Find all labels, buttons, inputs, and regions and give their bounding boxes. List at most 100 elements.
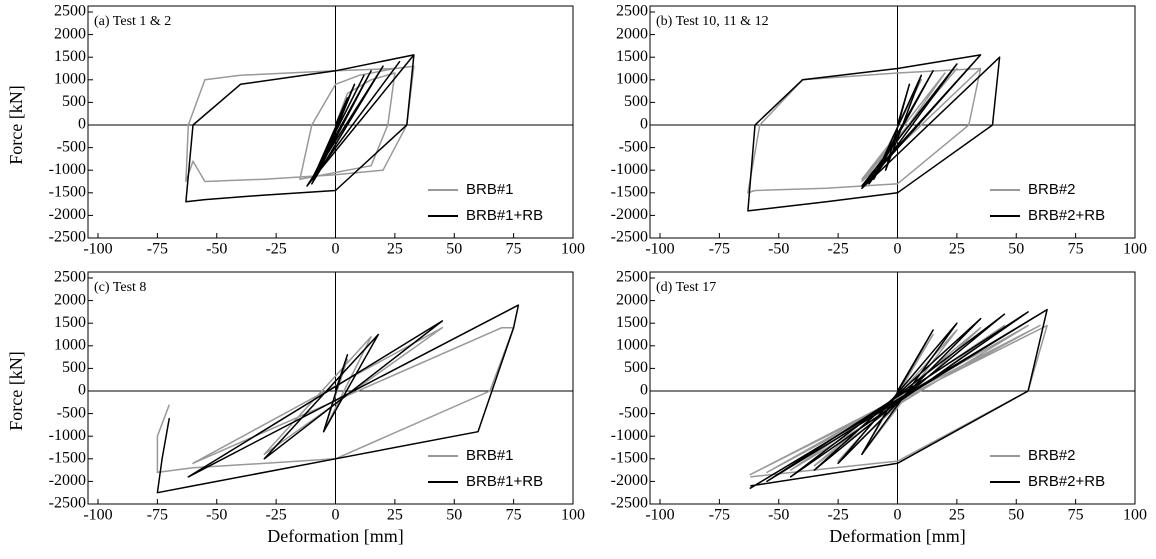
x-tick-label: 50 xyxy=(1008,507,1024,524)
legend-label: BRB#2 xyxy=(1028,447,1076,464)
y-tick-label: -500 xyxy=(619,404,648,421)
y-tick-label: -1500 xyxy=(49,183,86,200)
legend-label: BRB#1+RB xyxy=(466,207,543,224)
y-tick-label: -500 xyxy=(57,404,86,421)
x-tick-label: -100 xyxy=(645,241,674,258)
plot-frame xyxy=(649,271,1136,505)
x-tick-label: 75 xyxy=(506,241,522,258)
y-tick-label: 1000 xyxy=(616,336,648,353)
panel-title: (a) Test 1 & 2 xyxy=(94,14,171,29)
x-tick-label: 75 xyxy=(506,507,522,524)
y-tick-label: 1500 xyxy=(54,314,86,331)
y-tick-label: -1000 xyxy=(611,427,648,444)
y-axis-label: Force [kN] xyxy=(6,85,26,164)
series-line xyxy=(747,67,982,194)
x-tick-label: 100 xyxy=(561,507,585,524)
y-tick-label: -2000 xyxy=(49,206,86,223)
series-line xyxy=(185,54,415,203)
x-tick-label: -75 xyxy=(709,507,730,524)
y-tick-label: 1500 xyxy=(616,314,648,331)
y-tick-label: -2000 xyxy=(49,472,86,489)
y-tick-label: 2500 xyxy=(54,269,86,286)
y-tick-label: -1000 xyxy=(49,161,86,178)
legend-label: BRB#2+RB xyxy=(1028,473,1105,490)
y-tick-label: 0 xyxy=(78,116,86,133)
y-tick-label: -2500 xyxy=(611,495,648,512)
y-axis-label: Force [kN] xyxy=(6,351,26,430)
x-tick-label: 25 xyxy=(387,507,403,524)
legend-label: BRB#1+RB xyxy=(466,473,543,490)
legend-label: BRB#1 xyxy=(466,181,514,198)
x-tick-label: 25 xyxy=(949,241,965,258)
x-tick-label: -25 xyxy=(265,241,286,258)
y-tick-label: -2500 xyxy=(49,495,86,512)
x-tick-label: 0 xyxy=(894,241,902,258)
x-axis-label: Deformation [mm] xyxy=(829,526,965,546)
y-tick-label: 0 xyxy=(640,116,648,133)
y-tick-label: 2000 xyxy=(616,25,648,42)
x-tick-label: -75 xyxy=(709,241,730,258)
x-tick-label: 25 xyxy=(387,241,403,258)
x-tick-label: -50 xyxy=(768,507,789,524)
x-tick-label: -100 xyxy=(645,507,674,524)
y-tick-label: 1000 xyxy=(54,336,86,353)
x-tick-label: -50 xyxy=(206,507,227,524)
y-tick-label: 500 xyxy=(62,93,86,110)
x-tick-label: 0 xyxy=(332,241,340,258)
y-tick-label: 1000 xyxy=(54,70,86,87)
y-tick-label: -500 xyxy=(619,138,648,155)
y-tick-label: 2000 xyxy=(54,291,86,308)
panel-title: (c) Test 8 xyxy=(94,280,146,295)
series-line xyxy=(749,324,1048,478)
x-tick-label: 0 xyxy=(332,507,340,524)
x-tick-label: -75 xyxy=(147,241,168,258)
x-tick-label: -50 xyxy=(206,241,227,258)
x-tick-label: 50 xyxy=(1008,241,1024,258)
x-tick-label: 50 xyxy=(446,507,462,524)
y-tick-label: 500 xyxy=(624,93,648,110)
y-tick-label: -2000 xyxy=(611,206,648,223)
plot-frame xyxy=(87,5,574,239)
y-tick-label: -1500 xyxy=(611,449,648,466)
y-tick-label: 0 xyxy=(78,382,86,399)
x-tick-label: 75 xyxy=(1068,507,1084,524)
y-tick-label: 500 xyxy=(62,359,86,376)
y-tick-label: 0 xyxy=(640,382,648,399)
x-tick-label: 75 xyxy=(1068,241,1084,258)
panel-title: (d) Test 17 xyxy=(656,280,716,295)
y-tick-label: 2000 xyxy=(54,25,86,42)
x-tick-label: -25 xyxy=(827,241,848,258)
plot-frame xyxy=(649,5,1136,239)
series-line xyxy=(749,308,1048,489)
y-tick-label: 2500 xyxy=(54,3,86,20)
legend-label: BRB#1 xyxy=(466,447,514,464)
y-tick-label: 2500 xyxy=(616,269,648,286)
plot-frame xyxy=(87,271,574,505)
y-tick-label: -1500 xyxy=(611,183,648,200)
series-line xyxy=(747,54,1001,212)
legend-label: BRB#2 xyxy=(1028,181,1076,198)
y-tick-label: 1500 xyxy=(54,48,86,65)
x-tick-label: -50 xyxy=(768,241,789,258)
x-axis-label: Deformation [mm] xyxy=(267,526,403,546)
x-tick-label: -100 xyxy=(83,507,112,524)
legend-label: BRB#2+RB xyxy=(1028,207,1105,224)
y-tick-label: 500 xyxy=(624,359,648,376)
y-tick-label: -1500 xyxy=(49,449,86,466)
y-tick-label: 2000 xyxy=(616,291,648,308)
y-tick-label: -1000 xyxy=(49,427,86,444)
x-tick-label: -25 xyxy=(265,507,286,524)
x-tick-label: -25 xyxy=(827,507,848,524)
x-tick-label: 0 xyxy=(894,507,902,524)
x-tick-label: -100 xyxy=(83,241,112,258)
x-tick-label: 100 xyxy=(1123,507,1147,524)
x-tick-label: -75 xyxy=(147,507,168,524)
x-tick-label: 50 xyxy=(446,241,462,258)
x-tick-label: 100 xyxy=(1123,241,1147,258)
y-tick-label: 1000 xyxy=(616,70,648,87)
series-line xyxy=(185,65,415,183)
x-tick-label: 100 xyxy=(561,241,585,258)
y-tick-label: 2500 xyxy=(616,3,648,20)
y-tick-label: -500 xyxy=(57,138,86,155)
